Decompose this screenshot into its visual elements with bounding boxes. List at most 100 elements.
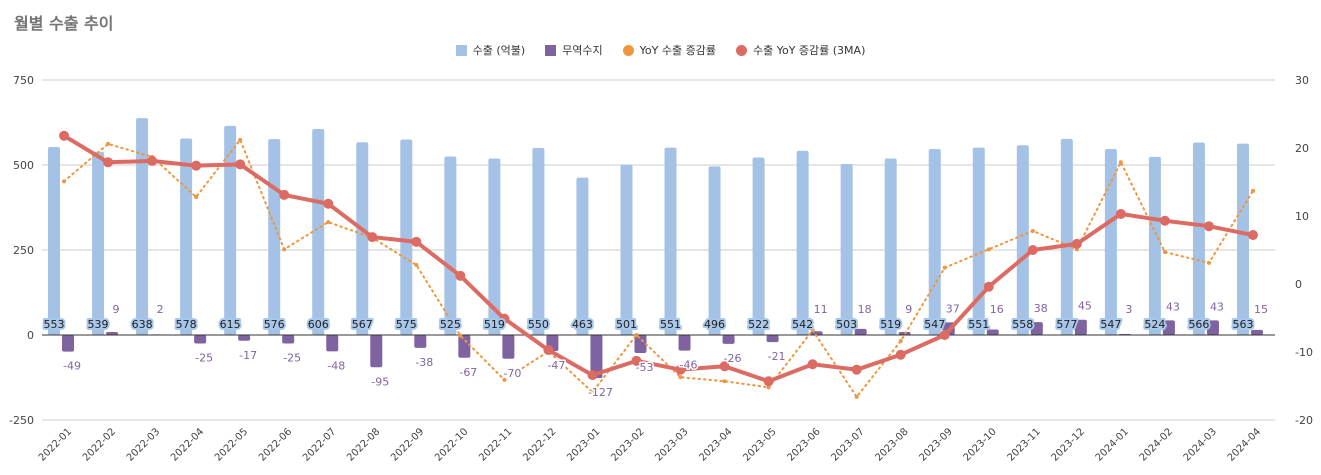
x-tick-label: 2022-02: [81, 426, 118, 463]
bar-export: [268, 139, 281, 335]
data-label-export: 551: [660, 318, 681, 331]
x-axis: 2022-01 2022-02 2022-03 2022-04 2022-05 2022-…: [37, 426, 1263, 463]
point-yoy-3ma: [587, 370, 598, 381]
data-label-trade-balance: -67: [459, 366, 477, 379]
point-yoy-3ma: [411, 236, 422, 247]
bar-export: [488, 158, 501, 335]
point-yoy-3ma: [1203, 221, 1214, 232]
bar-trade-balance: [282, 335, 295, 344]
x-tick-label: 2024-02: [1138, 426, 1175, 463]
y-tick-left: 0: [27, 329, 34, 342]
point-yoy-3ma: [103, 157, 114, 168]
point-yoy-3ma: [1071, 238, 1082, 249]
bar-trade-balance: [634, 335, 647, 354]
point-yoy-3ma: [455, 270, 466, 281]
data-label-trade-balance: 9: [113, 303, 120, 316]
point-yoy: [854, 394, 859, 399]
y-tick-right: -10: [1295, 346, 1313, 359]
data-label-trade-balance: -127: [588, 386, 613, 399]
point-yoy-3ma: [1027, 245, 1038, 255]
y-tick-left: 750: [13, 74, 34, 87]
point-yoy-3ma: [631, 355, 642, 366]
bar-export: [708, 166, 721, 335]
x-tick-label: 2023-10: [962, 426, 999, 463]
data-label-trade-balance: -47: [547, 359, 565, 372]
bar-trade-balance: [106, 331, 119, 335]
bar-export: [400, 139, 413, 335]
point-yoy-3ma: [147, 155, 158, 166]
bar-trade-balance: [766, 335, 779, 343]
data-label-export: 566: [1188, 318, 1209, 331]
y-tick-right: 30: [1295, 74, 1309, 87]
point-yoy-3ma: [675, 364, 686, 375]
x-tick-label: 2023-02: [609, 426, 646, 463]
y-tick-right: 20: [1295, 142, 1309, 155]
legend-label-yoy-3ma: 수출 YoY 증감률 (3MA): [752, 44, 866, 57]
legend-item-yoy[interactable]: YoY 수출 증감률: [622, 42, 716, 58]
chart-title: 월별 수출 추이: [14, 14, 114, 33]
point-yoy: [986, 247, 991, 252]
legend-item-trade-balance[interactable]: 무역수지: [545, 42, 603, 58]
y-tick-right: 10: [1295, 210, 1309, 223]
x-tick-label: 2022-05: [213, 426, 250, 463]
y-tick-left: 250: [13, 244, 34, 257]
data-label-trade-balance: -17: [239, 349, 257, 362]
bar-trade-balance: [1030, 322, 1043, 335]
data-label-export: 578: [176, 318, 197, 331]
lines: [59, 130, 1258, 399]
data-label-trade-balance: 11: [814, 303, 828, 316]
bar-export: [576, 177, 589, 335]
data-label-trade-balance: 2: [157, 303, 164, 316]
legend-item-export[interactable]: 수출 (억불): [455, 42, 525, 58]
x-tick-label: 2022-06: [257, 426, 294, 463]
y-tick-left: 500: [13, 159, 34, 172]
data-label-trade-balance: -46: [680, 359, 698, 372]
y-axis-right: 30 20 10 0 -10 -20: [1295, 74, 1313, 427]
data-label-export: 519: [880, 318, 901, 331]
point-yoy: [810, 328, 815, 333]
bar-export: [840, 163, 853, 335]
point-yoy-3ma: [1159, 215, 1170, 226]
point-yoy: [414, 262, 419, 267]
data-label-trade-balance: -70: [503, 367, 521, 380]
point-yoy-3ma: [235, 159, 246, 170]
x-tick-label: 2023-03: [653, 426, 690, 463]
point-yoy-3ma: [499, 313, 510, 324]
bar-export: [48, 146, 61, 335]
point-yoy: [1250, 188, 1255, 193]
point-yoy: [766, 385, 771, 390]
data-label-trade-balance: -25: [195, 352, 213, 365]
point-yoy: [502, 377, 507, 382]
data-label-export: 501: [616, 318, 637, 331]
legend-swatch-yoy-3ma: [735, 44, 747, 56]
bar-trade-balance: [1162, 320, 1175, 335]
point-yoy-3ma: [367, 232, 378, 243]
data-label-export: 524: [1144, 318, 1165, 331]
data-labels: 553 539 638 578 615 576 606 567 575 525 519 550 463 5…: [42, 298, 1270, 400]
point-yoy-3ma: [1115, 208, 1126, 219]
point-yoy-3ma: [851, 364, 862, 375]
bar-trade-balance: [62, 335, 75, 352]
data-label-export: 558: [1012, 318, 1033, 331]
x-tick-label: 2022-03: [125, 426, 162, 463]
data-label-trade-balance: 38: [1034, 302, 1048, 315]
data-label-trade-balance: 15: [1254, 303, 1268, 316]
data-label-export: 519: [484, 318, 505, 331]
x-tick-label: 2023-11: [1006, 426, 1043, 463]
bar-export: [1236, 143, 1249, 335]
bar-trade-balance: [194, 335, 207, 344]
bar-export: [1060, 138, 1073, 335]
bar-trade-balance: [854, 328, 867, 335]
bar-export: [532, 148, 545, 335]
data-label-export: 496: [704, 318, 725, 331]
point-yoy-3ma: [763, 376, 774, 387]
bar-trade-balance: [986, 329, 999, 335]
x-tick-label: 2022-11: [477, 426, 514, 463]
data-label-export: 576: [264, 318, 285, 331]
bar-export: [1148, 156, 1161, 335]
x-tick-label: 2024-01: [1094, 426, 1131, 463]
y-tick-left: -250: [9, 414, 34, 427]
bar-export: [356, 142, 369, 335]
legend-item-yoy-3ma[interactable]: 수출 YoY 증감률 (3MA): [735, 42, 866, 58]
